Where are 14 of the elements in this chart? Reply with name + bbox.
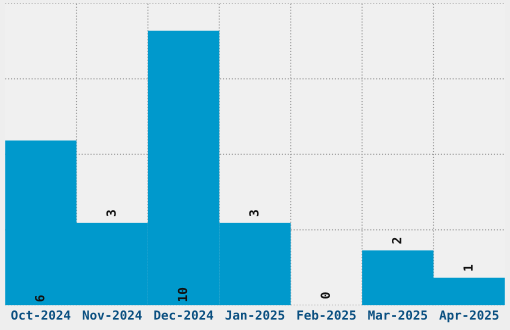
x-tick-label: Feb-2025: [297, 310, 356, 320]
data-label: 3: [249, 210, 259, 216]
data-label: 6: [34, 295, 44, 302]
x-tick-label: Dec-2024: [154, 310, 214, 320]
x-tick-label: Apr-2025: [439, 310, 498, 322]
x-tick-label: Oct-2024: [11, 310, 70, 320]
x-tick-label: Nov-2024: [82, 310, 142, 320]
data-label: 0: [320, 292, 330, 298]
data-label: 10: [178, 288, 188, 302]
data-label: 1: [464, 264, 473, 271]
x-tick-label: Jan-2025: [226, 310, 284, 320]
data-label: 2: [392, 238, 402, 244]
data-label: 3: [106, 210, 116, 216]
x-tick-label: Mar-2025: [368, 310, 428, 320]
